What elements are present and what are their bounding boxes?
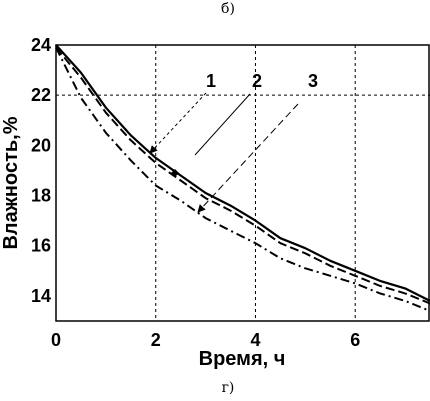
x-tick-label: 2 [151,330,161,350]
y-axis-label: Влажность,% [0,116,22,249]
series-lines [55,44,430,312]
annotation-label-3: 3 [308,71,318,91]
caption-bottom: г) [222,380,235,396]
annotation-label-1: 1 [206,71,216,91]
series-line-1 [55,46,430,305]
y-tick-label: 24 [31,35,51,55]
annotation-leader-2 [194,93,251,156]
series-line-3 [55,47,430,312]
y-tick-label: 18 [31,186,51,206]
y-tick-label: 16 [31,236,51,256]
grid-lines [56,45,430,321]
annotations: 1 2 3 [149,71,318,213]
y-tick-label: 20 [31,135,51,155]
x-tick-label: 0 [51,330,61,350]
series-line-2 [55,44,430,302]
annotation-label-2: 2 [252,71,262,91]
annotation-leader-1 [149,92,207,154]
x-tick-label: 6 [350,330,360,350]
x-tick-label: 4 [250,330,260,350]
y-tick-label: 14 [31,286,51,306]
annotation-leader-3 [197,103,299,213]
x-axis-label: Время, ч [199,348,286,370]
curve-marker [171,169,179,177]
caption-top: б) [221,1,235,17]
plot-frame [55,44,430,322]
y-tick-label: 22 [31,85,51,105]
